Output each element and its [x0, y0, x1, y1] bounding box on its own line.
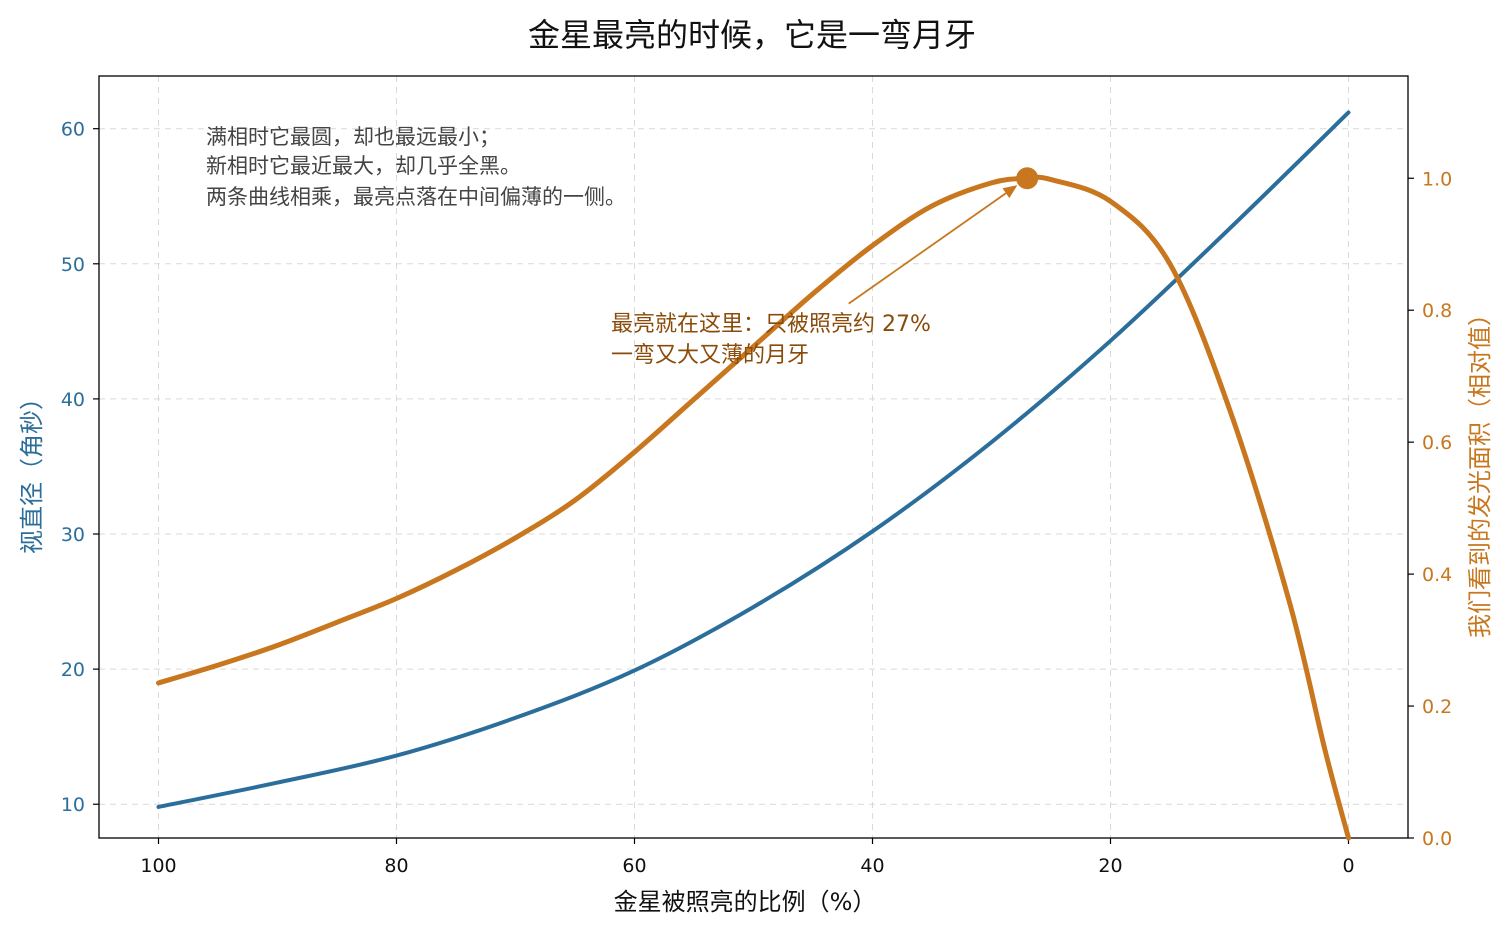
y-right-tick-label: 0.2 — [1422, 696, 1452, 718]
y-right-tick-label: 0.4 — [1422, 564, 1452, 586]
note-line-2: 新相时它最近最大，却几乎全黑。 — [206, 154, 521, 178]
y-right-axis-label: 我们看到的发光面积（相对值） — [1466, 302, 1494, 638]
y-axis-left: 10 20 30 40 50 60 — [61, 119, 99, 816]
y-left-tick-label: 50 — [61, 254, 85, 276]
y-left-tick-label: 10 — [61, 794, 85, 816]
peak-marker — [1016, 167, 1039, 190]
y-right-tick-label: 0.6 — [1422, 432, 1452, 454]
y-axis-right: 0.0 0.2 0.4 0.6 0.8 1.0 — [1408, 168, 1452, 850]
callout-arrowhead — [1002, 185, 1018, 199]
x-tick-label: 60 — [622, 855, 646, 877]
series-group — [156, 110, 1351, 841]
note-text: 满相时它最圆，却也最远最小； 新相时它最近最大，却几乎全黑。 两条曲线相乘，最亮… — [206, 125, 626, 209]
note-line-3: 两条曲线相乘，最亮点落在中间偏薄的一侧。 — [206, 185, 626, 209]
y-left-tick-label: 20 — [61, 659, 85, 681]
y-right-tick-label: 1.0 — [1422, 168, 1452, 190]
callout-line-1: 最亮就在这里：只被照亮约 27% — [611, 312, 931, 337]
chart-title: 金星最亮的时候，它是一弯月牙 — [528, 16, 976, 54]
y-left-tick-label: 60 — [61, 119, 85, 141]
x-tick-label: 0 — [1342, 855, 1354, 877]
callout-arrow — [848, 192, 1007, 305]
grid-lines — [99, 76, 1408, 838]
y-left-axis-label: 视直径（角秒） — [18, 386, 46, 554]
x-axis-label: 金星被照亮的比例（%） — [614, 888, 877, 916]
y-left-tick-label: 40 — [61, 389, 85, 411]
series-line-angular-diameter — [156, 110, 1351, 809]
x-tick-label: 80 — [384, 855, 408, 877]
y-left-tick-label: 30 — [61, 524, 85, 546]
x-axis: 100 80 60 40 20 0 — [140, 838, 1355, 877]
y-right-tick-label: 0.8 — [1422, 300, 1452, 322]
note-line-1: 满相时它最圆，却也最远最小； — [206, 125, 500, 149]
y-right-tick-label: 0.0 — [1422, 828, 1452, 850]
x-tick-label: 100 — [140, 855, 176, 877]
plot-frame — [98, 75, 1409, 839]
callout-line-2: 一弯又大又薄的月牙 — [611, 343, 809, 368]
callout-text: 最亮就在这里：只被照亮约 27% 一弯又大又薄的月牙 — [611, 312, 931, 368]
series-line-lit-area — [156, 174, 1351, 841]
x-tick-label: 40 — [860, 855, 884, 877]
x-tick-label: 20 — [1098, 855, 1122, 877]
